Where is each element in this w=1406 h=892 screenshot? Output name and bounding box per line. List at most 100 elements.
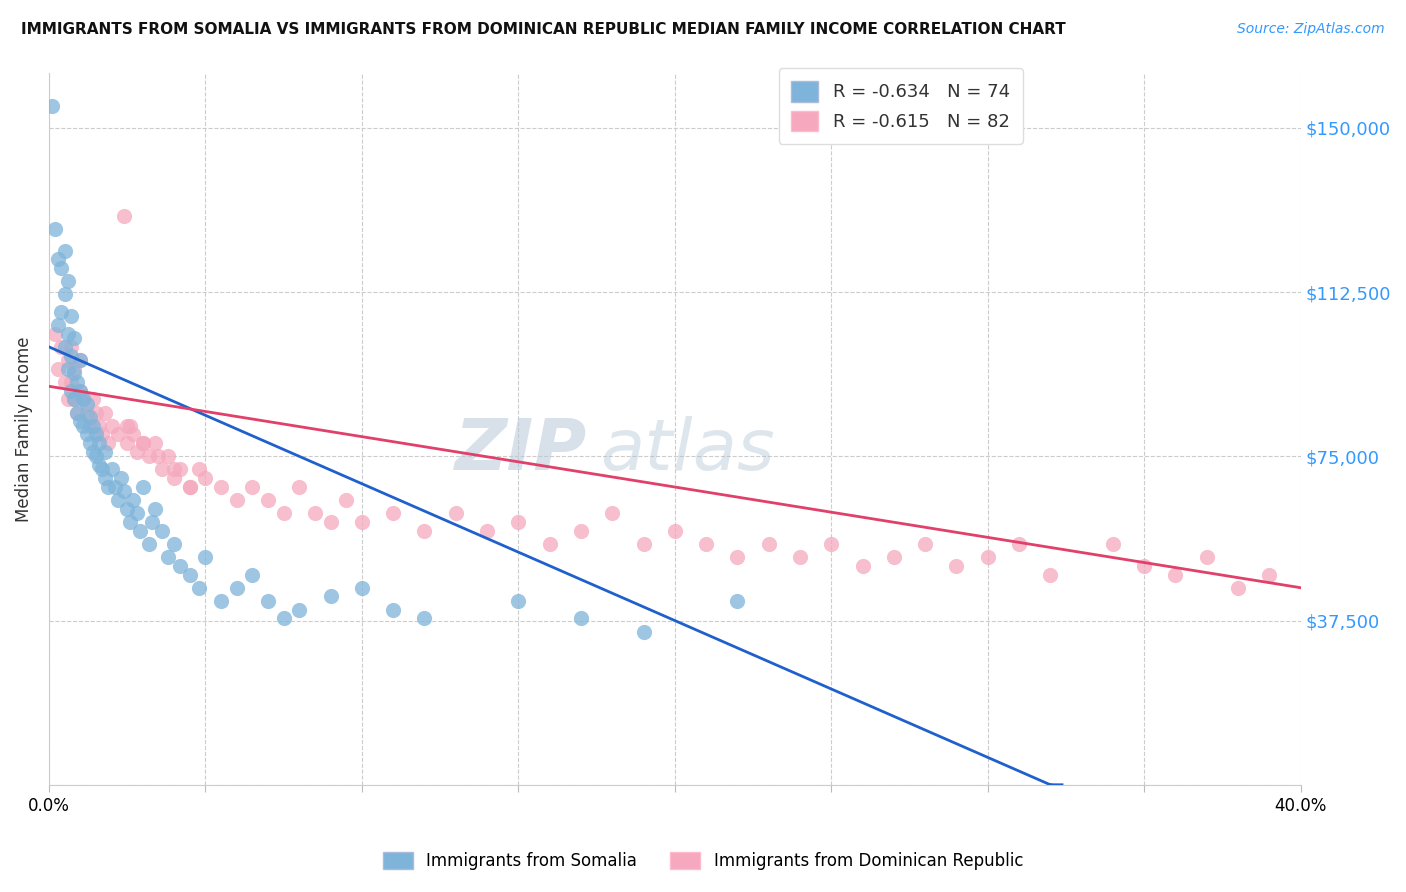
Point [107, 427, 129, 442]
Point [382, 506, 405, 520]
Point [633, 624, 655, 639]
Point [115, 418, 138, 433]
Point [87, 458, 110, 472]
Point [304, 506, 326, 520]
Point [1258, 567, 1281, 582]
Point [97, 436, 120, 450]
Point [288, 480, 311, 494]
Point [122, 493, 145, 508]
Point [53, 340, 76, 354]
Point [66, 406, 89, 420]
Point [76, 406, 98, 420]
Point [1195, 550, 1218, 565]
Point [413, 524, 436, 538]
Point [72, 392, 94, 407]
Point [132, 480, 155, 494]
Point [288, 602, 311, 616]
Point [110, 471, 132, 485]
Point [72, 392, 94, 407]
Point [188, 462, 211, 476]
Point [125, 506, 148, 520]
Text: atlas: atlas [600, 416, 775, 485]
Point [53, 287, 76, 301]
Point [59, 384, 82, 398]
Point [94, 471, 117, 485]
Point [413, 611, 436, 625]
Point [112, 209, 135, 223]
Point [273, 611, 295, 625]
Point [820, 537, 842, 551]
Point [66, 406, 89, 420]
Point [122, 427, 145, 442]
Point [69, 414, 91, 428]
Point [335, 493, 357, 508]
Point [188, 581, 211, 595]
Point [79, 409, 101, 424]
Point [63, 392, 86, 407]
Point [69, 384, 91, 398]
Point [120, 515, 142, 529]
Point [97, 480, 120, 494]
Point [51, 261, 73, 276]
Legend: R = -0.634   N = 74, R = -0.615   N = 82: R = -0.634 N = 74, R = -0.615 N = 82 [779, 68, 1022, 144]
Point [508, 515, 530, 529]
Point [69, 353, 91, 368]
Point [115, 502, 138, 516]
Point [48, 361, 70, 376]
Point [664, 524, 686, 538]
Text: IMMIGRANTS FROM SOMALIA VS IMMIGRANTS FROM DOMINICAN REPUBLIC MEDIAN FAMILY INCO: IMMIGRANTS FROM SOMALIA VS IMMIGRANTS FR… [21, 22, 1066, 37]
Point [633, 537, 655, 551]
Point [63, 331, 86, 345]
Point [56, 274, 79, 288]
Point [115, 436, 138, 450]
Point [84, 450, 107, 464]
Point [194, 550, 217, 565]
Point [120, 418, 142, 433]
Point [79, 436, 101, 450]
Text: ZIP: ZIP [456, 416, 588, 485]
Point [257, 594, 280, 608]
Point [66, 375, 89, 389]
Point [53, 244, 76, 258]
Point [1164, 567, 1187, 582]
Point [94, 406, 117, 420]
Point [150, 462, 173, 476]
Point [59, 340, 82, 354]
Point [53, 375, 76, 389]
Point [132, 436, 155, 450]
Point [725, 550, 748, 565]
Point [91, 462, 114, 476]
Point [225, 493, 247, 508]
Point [475, 524, 498, 538]
Point [977, 550, 1000, 565]
Point [94, 445, 117, 459]
Point [128, 524, 150, 538]
Point [41, 99, 63, 113]
Point [179, 480, 201, 494]
Point [138, 450, 160, 464]
Legend: Immigrants from Somalia, Immigrants from Dominican Republic: Immigrants from Somalia, Immigrants from… [377, 845, 1029, 877]
Point [350, 515, 373, 529]
Point [125, 445, 148, 459]
Point [56, 353, 79, 368]
Point [63, 392, 86, 407]
Point [138, 537, 160, 551]
Point [100, 418, 122, 433]
Point [84, 406, 107, 420]
Point [59, 310, 82, 324]
Point [145, 502, 167, 516]
Point [163, 462, 186, 476]
Point [150, 524, 173, 538]
Point [725, 594, 748, 608]
Point [209, 480, 232, 494]
Point [56, 392, 79, 407]
Point [851, 558, 873, 573]
Point [240, 480, 263, 494]
Point [48, 252, 70, 267]
Point [56, 361, 79, 376]
Point [44, 326, 66, 341]
Point [51, 340, 73, 354]
Point [72, 418, 94, 433]
Point [156, 550, 179, 565]
Point [87, 436, 110, 450]
